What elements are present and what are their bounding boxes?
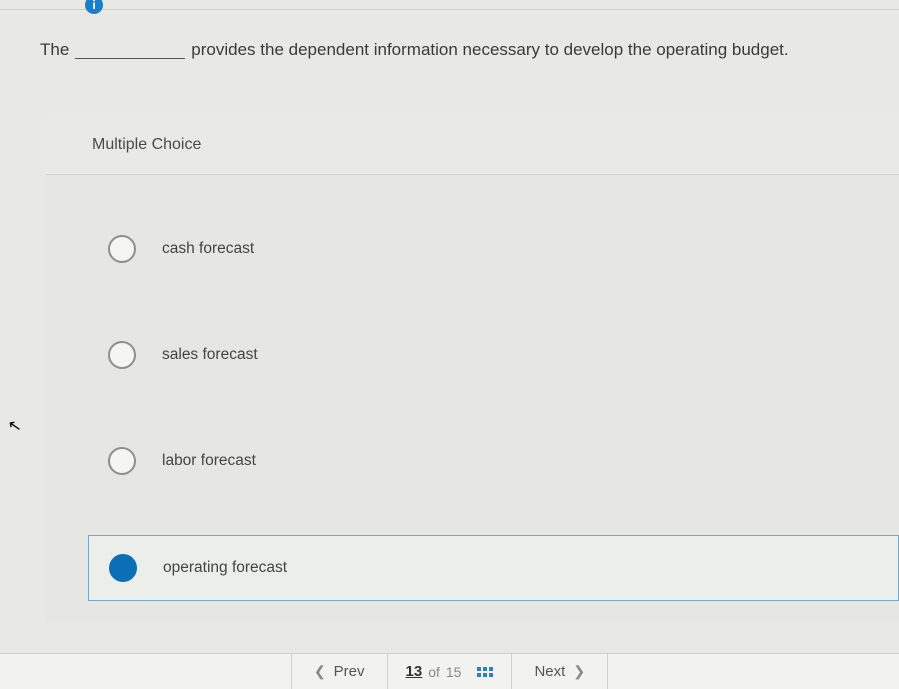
- choice-option[interactable]: cash forecast: [46, 217, 899, 281]
- radio-selected-icon: [109, 554, 137, 582]
- section-title: Multiple Choice: [46, 116, 899, 175]
- question-prefix: The: [40, 40, 69, 60]
- chevron-left-icon: ❮: [314, 663, 326, 680]
- mouse-cursor-icon: ↖: [6, 415, 23, 437]
- top-border-fragment: i: [0, 0, 899, 10]
- choice-label: sales forecast: [162, 346, 258, 364]
- choice-label: cash forecast: [162, 240, 254, 258]
- info-icon[interactable]: i: [85, 0, 103, 14]
- multiple-choice-block: Multiple Choice cash forecast sales fore…: [46, 116, 899, 621]
- choice-label: labor forecast: [162, 452, 256, 470]
- radio-unselected-icon: [108, 235, 136, 263]
- next-label: Next: [534, 663, 565, 680]
- fill-in-blank: [75, 41, 185, 60]
- choice-option-selected[interactable]: operating forecast: [88, 535, 899, 601]
- choice-option[interactable]: labor forecast: [46, 429, 899, 493]
- question-suffix: provides the dependent information neces…: [191, 40, 788, 60]
- prev-button[interactable]: ❮ Prev: [291, 654, 388, 689]
- of-word: of: [428, 664, 440, 680]
- question-stem: The provides the dependent information n…: [40, 40, 899, 60]
- pagination-footer: ❮ Prev 13 of 15 Next ❯: [0, 653, 899, 689]
- prev-label: Prev: [334, 663, 365, 680]
- total-pages: 15: [446, 664, 462, 680]
- next-button[interactable]: Next ❯: [511, 654, 608, 689]
- radio-unselected-icon: [108, 447, 136, 475]
- chevron-right-icon: ❯: [573, 663, 585, 680]
- choices-list: cash forecast sales forecast labor forec…: [46, 175, 899, 621]
- choice-option[interactable]: sales forecast: [46, 323, 899, 387]
- radio-unselected-icon: [108, 341, 136, 369]
- page-indicator: 13 of 15: [388, 654, 512, 689]
- current-page: 13: [406, 663, 423, 680]
- choice-label: operating forecast: [163, 559, 287, 577]
- grid-view-icon[interactable]: [477, 667, 493, 677]
